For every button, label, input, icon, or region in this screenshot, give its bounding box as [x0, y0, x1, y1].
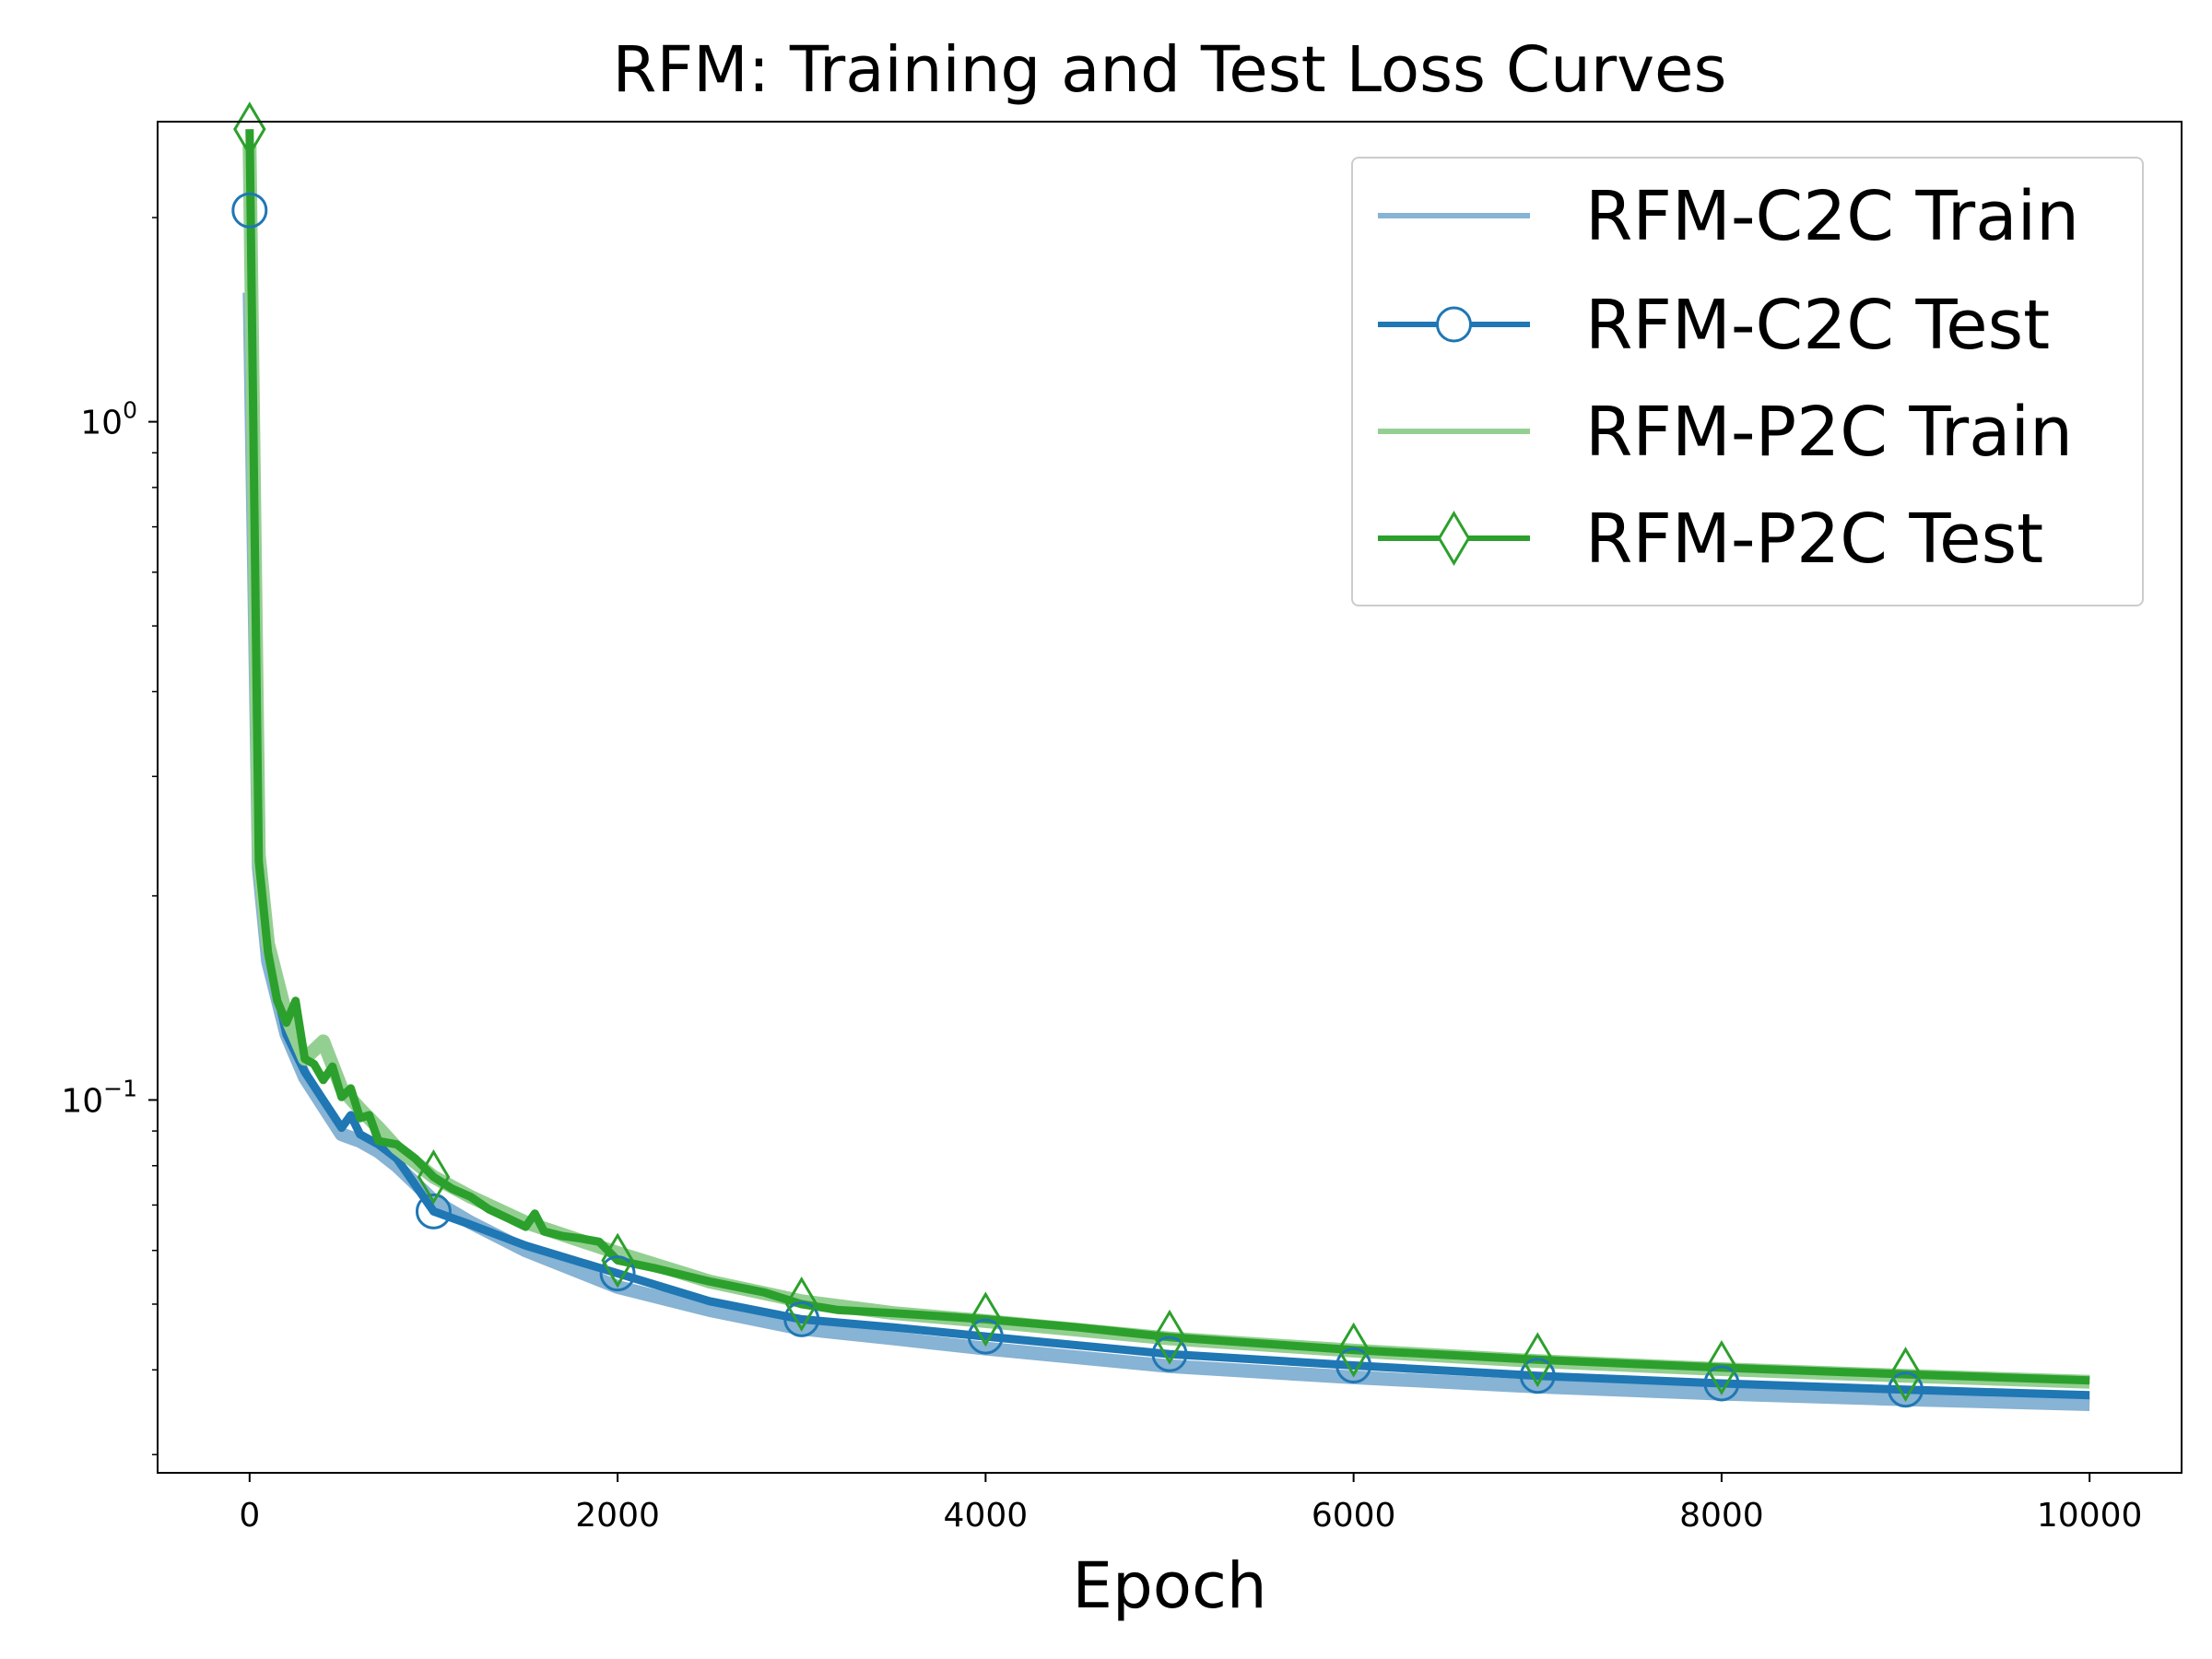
legend-circle-marker	[1436, 306, 1472, 343]
diamond-marker	[417, 1149, 451, 1205]
circle-marker	[1888, 1371, 1924, 1408]
circle-marker	[231, 192, 268, 229]
diamond-marker	[1153, 1309, 1186, 1365]
circle-marker	[599, 1255, 636, 1292]
plot-area-frame	[157, 121, 2183, 1474]
diamond-marker	[784, 1277, 818, 1332]
x-tick-label: 6000	[1312, 1497, 1396, 1535]
series-line-rfm-p2c-test	[245, 129, 2090, 1385]
y-tick-label: 10−1	[61, 1075, 137, 1120]
series-line-rfm-c2c-test	[245, 210, 2090, 1400]
legend: RFM-C2C Train RFM-C2C Test RFM-P2C Train RF…	[1351, 157, 2144, 606]
circle-marker	[1335, 1347, 1372, 1384]
legend-diamond-marker	[1437, 511, 1471, 566]
circle-marker	[1519, 1358, 1556, 1394]
y-tick-label: 100	[80, 397, 137, 442]
diamond-marker	[1521, 1332, 1555, 1388]
legend-label: RFM-P2C Train	[1585, 393, 2073, 472]
x-tick-label: 8000	[1679, 1497, 1764, 1535]
circle-marker	[783, 1300, 820, 1337]
diamond-marker	[1705, 1339, 1738, 1395]
x-axis-label: Epoch	[1072, 1549, 1266, 1623]
legend-label: RFM-P2C Test	[1585, 500, 2043, 579]
x-tick-label: 4000	[944, 1497, 1029, 1535]
chart-title: RFM: Training and Test Loss Curves	[613, 33, 1727, 107]
legend-label: RFM-C2C Test	[1585, 286, 2050, 365]
x-tick-label: 2000	[575, 1497, 660, 1535]
marker-layer	[231, 101, 1924, 1408]
series-layer	[242, 129, 2090, 1411]
x-tick-label: 10000	[2037, 1497, 2143, 1535]
diamond-marker	[1888, 1347, 1923, 1403]
circle-marker	[967, 1318, 1004, 1355]
circle-marker	[1703, 1365, 1740, 1402]
diamond-marker	[1336, 1322, 1371, 1378]
legend-label: RFM-C2C Train	[1585, 177, 2079, 256]
circle-marker	[415, 1193, 452, 1230]
diamond-marker	[969, 1291, 1003, 1347]
y-axis: 100 10−1	[61, 217, 158, 1455]
diamond-marker	[601, 1232, 634, 1288]
legend-frame	[1351, 157, 2144, 606]
circle-marker	[1151, 1335, 1188, 1372]
x-tick-label: 0	[239, 1497, 260, 1535]
x-axis: 0 2000 4000 6000 8000 10000	[239, 1473, 2142, 1535]
